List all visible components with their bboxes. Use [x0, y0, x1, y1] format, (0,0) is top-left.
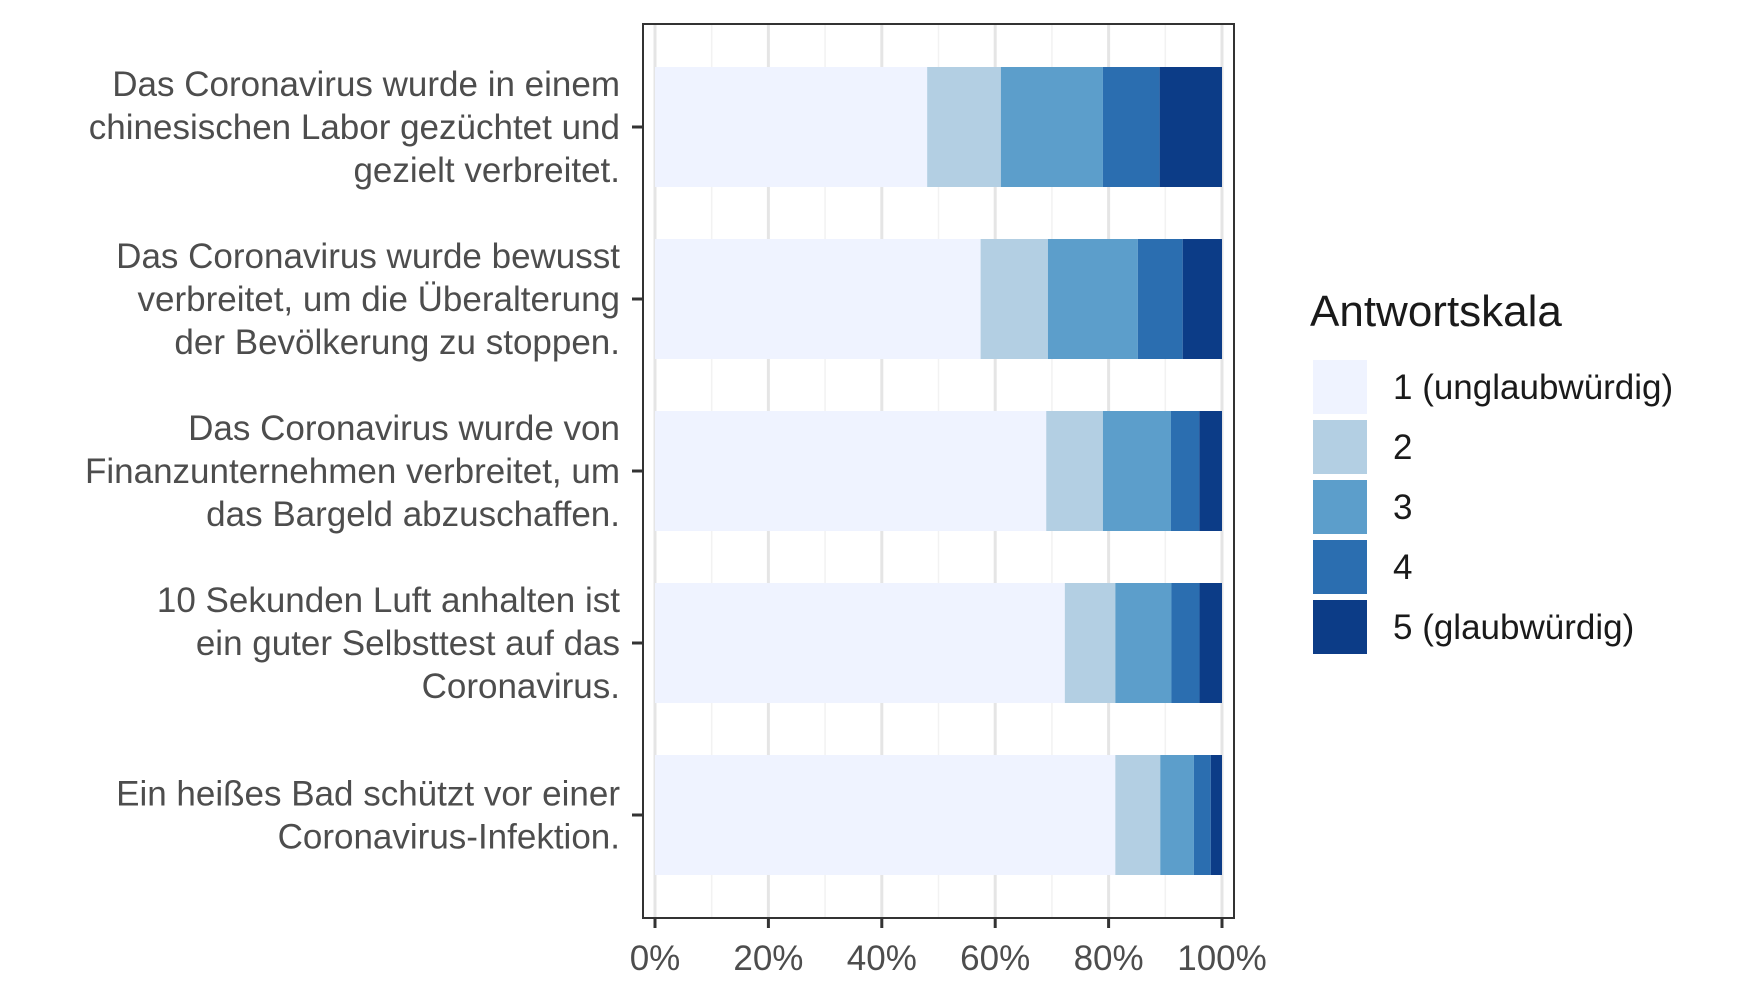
legend-key	[1313, 600, 1367, 654]
bar-segment	[1199, 583, 1222, 703]
legend-key	[1313, 420, 1367, 474]
category-label-line: Das Coronavirus wurde bewusst	[116, 237, 620, 276]
x-tick-label: 100%	[1177, 939, 1267, 978]
bar-segment	[1159, 67, 1222, 187]
category-label-line: Coronavirus.	[422, 667, 620, 706]
x-axis: 0% 20% 40% 60% 80% 100%	[630, 918, 1267, 978]
legend: Antwortskala 1 (unglaubwürdig) 2 3 4 5 (glau…	[1310, 287, 1673, 654]
legend-label: 3	[1393, 488, 1412, 527]
legend-label: 2	[1393, 428, 1412, 467]
legend-key	[1313, 540, 1367, 594]
bar-segment	[1160, 755, 1194, 875]
bar-segment	[655, 239, 981, 359]
legend-label: 1 (unglaubwürdig)	[1393, 368, 1673, 407]
bar-segment	[1046, 411, 1103, 531]
category-label: 10 Sekunden Luft anhalten ist ein guter S…	[157, 581, 620, 706]
category-label-line: ein guter Selbsttest auf das	[196, 624, 620, 663]
bar-segment	[1115, 583, 1172, 703]
bar-segment	[1137, 239, 1183, 359]
legend-label: 4	[1393, 548, 1412, 587]
x-tick-label: 40%	[847, 939, 917, 978]
x-tick-label: 60%	[960, 939, 1030, 978]
category-label-line: das Bargeld abzuschaffen.	[206, 495, 620, 534]
bar-segment	[1102, 411, 1171, 531]
x-tick-label: 20%	[733, 939, 803, 978]
legend-key	[1313, 480, 1367, 534]
category-label-line: Finanzunternehmen verbreitet, um	[85, 452, 620, 491]
bar-segment	[655, 755, 1116, 875]
category-label: Das Coronavirus wurde bewusst verbreitet,…	[116, 237, 620, 362]
bar-segment	[655, 583, 1065, 703]
bar-segment	[1182, 239, 1222, 359]
bar-segment	[1170, 411, 1200, 531]
bar-segment	[927, 67, 1001, 187]
bar-segment	[1115, 755, 1161, 875]
category-label: Ein heißes Bad schützt vor einer Coronavi…	[116, 775, 620, 857]
category-label-line: verbreitet, um die Überalterung	[138, 280, 620, 319]
category-label-line: Das Coronavirus wurde von	[188, 409, 620, 448]
bar-segment	[655, 67, 928, 187]
bar-segment	[1064, 583, 1116, 703]
x-tick-label: 0%	[630, 939, 681, 978]
x-tick-label: 80%	[1074, 939, 1144, 978]
bar-segment	[1000, 67, 1103, 187]
y-axis: Das Coronavirus wurde in einem chinesisch…	[85, 65, 643, 857]
bar-segment	[1210, 755, 1222, 875]
category-label-line: chinesischen Labor gezüchtet und	[89, 108, 620, 147]
legend-title: Antwortskala	[1310, 287, 1562, 336]
bar-segment	[1047, 239, 1138, 359]
bar-segment	[1102, 67, 1160, 187]
bar-segment	[1199, 411, 1222, 531]
category-label-line: gezielt verbreitet.	[353, 151, 620, 190]
category-label-line: der Bevölkerung zu stoppen.	[174, 323, 620, 362]
category-label-line: 10 Sekunden Luft anhalten ist	[157, 581, 620, 620]
category-label-line: Coronavirus-Infektion.	[278, 818, 620, 857]
bar-segment	[655, 411, 1047, 531]
category-label: Das Coronavirus wurde in einem chinesisch…	[89, 65, 620, 190]
category-label: Das Coronavirus wurde von Finanzunternehm…	[85, 409, 620, 534]
bar-segment	[1193, 755, 1211, 875]
legend-label: 5 (glaubwürdig)	[1393, 608, 1634, 647]
legend-key	[1313, 360, 1367, 414]
category-label-line: Das Coronavirus wurde in einem	[112, 65, 620, 104]
bar-segment	[980, 239, 1048, 359]
bar-segment	[1171, 583, 1200, 703]
bars	[655, 67, 1222, 875]
category-label-line: Ein heißes Bad schützt vor einer	[116, 775, 620, 814]
